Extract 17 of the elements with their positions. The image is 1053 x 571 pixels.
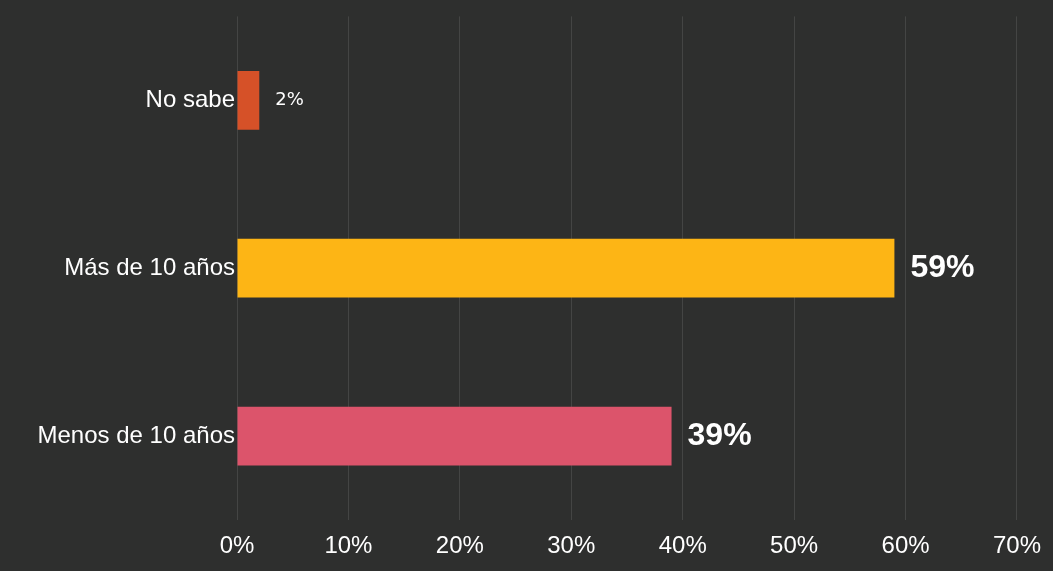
y-tick-label: Más de 10 años: [64, 252, 235, 280]
bar: [237, 238, 895, 298]
data-label: 39%: [687, 415, 752, 452]
x-tick-label: 30%: [547, 531, 596, 559]
x-tick-label: 40%: [658, 531, 707, 559]
y-tick-label: No sabe: [145, 84, 235, 112]
bar: [237, 70, 260, 130]
x-tick-label: 20%: [435, 531, 484, 559]
x-tick-label: 50%: [770, 531, 819, 559]
x-tick-label: 0%: [219, 531, 255, 559]
y-tick-label: Menos de 10 años: [37, 420, 235, 448]
x-tick-label: 60%: [881, 531, 930, 559]
data-label: 2%: [275, 88, 304, 110]
bar: [237, 406, 672, 466]
data-label: 59%: [910, 248, 975, 285]
x-tick-label: 70%: [992, 531, 1042, 559]
x-tick-label: 10%: [324, 531, 373, 559]
